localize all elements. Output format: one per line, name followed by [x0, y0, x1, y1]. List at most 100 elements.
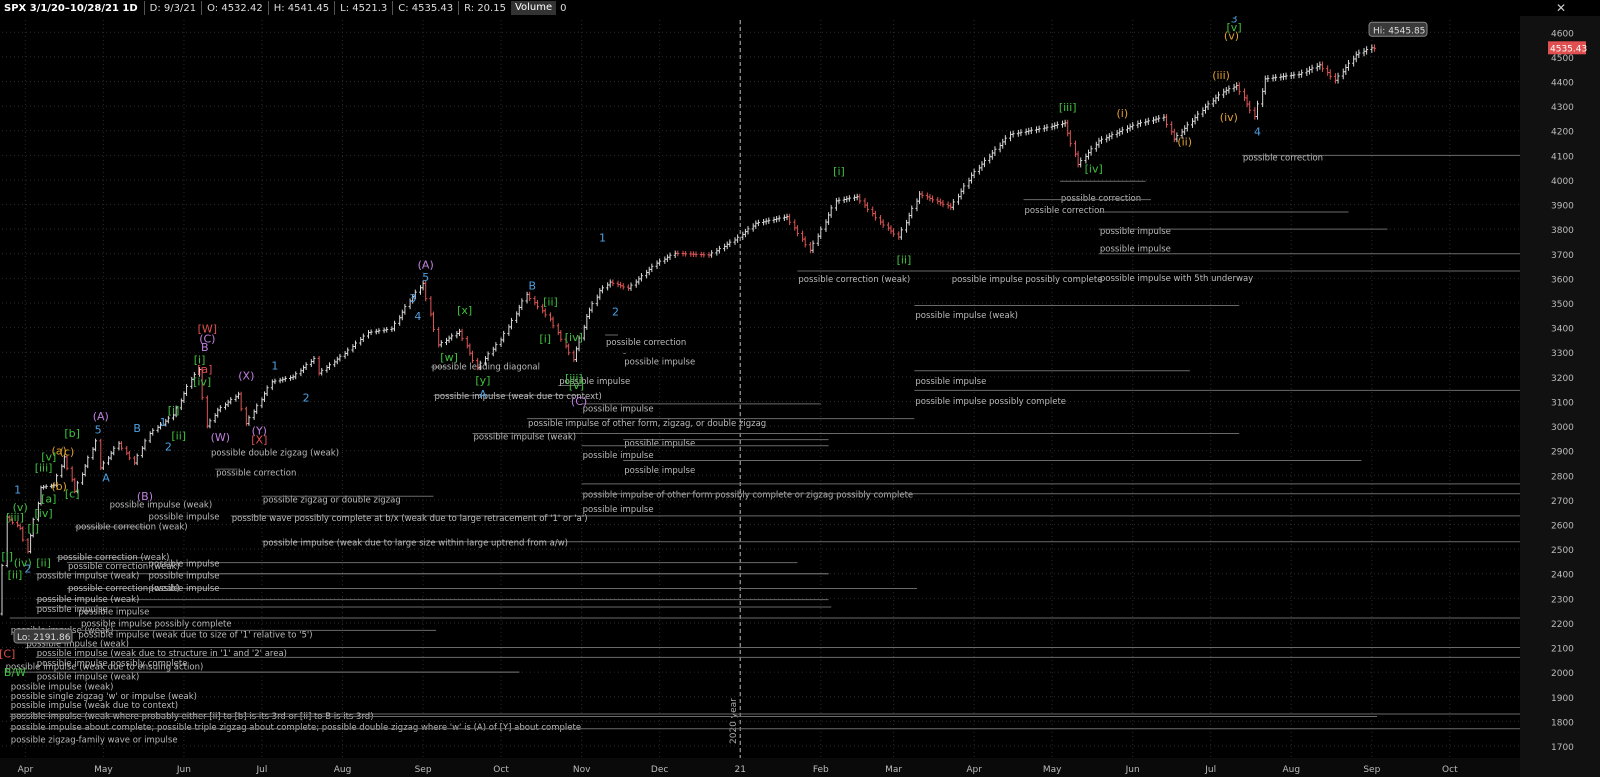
annotation-label: possible double zigzag (weak)	[211, 449, 339, 459]
symbol-label[interactable]: SPX 3/1/20–10/28/21 1D	[4, 2, 138, 14]
annotation-label: possible correction (weak)	[68, 584, 180, 594]
annotation-label: possible impulse possibly complete	[952, 275, 1103, 285]
wave-label: 1	[160, 416, 167, 429]
annotation-label: possible impulse (weak)	[110, 500, 213, 510]
price-chart[interactable]: 1700 1800 1900 2000 2100 2200 2300 2400 2500 2600…	[0, 16, 1600, 777]
annotation-label: possible impulse (weak)	[26, 639, 129, 649]
annotation-label: possible correction	[1061, 194, 1141, 204]
annotation-label: possible impulse with 5th underway	[1100, 274, 1253, 284]
wave-label: (iv)	[14, 556, 32, 569]
volume-label[interactable]: Volume	[510, 1, 557, 15]
volume-value: 0	[560, 2, 567, 14]
annotation-label: possible correction	[1243, 153, 1323, 163]
wave-label: [X]	[251, 433, 267, 446]
annotation-label: possible impulse of other form possibly …	[583, 490, 914, 500]
wave-label: 2	[303, 391, 310, 404]
annotation-label: possible impulse (weak)	[11, 682, 114, 692]
close-icon[interactable]: ✕	[1555, 1, 1566, 15]
annotation-label: possible impulse about complete; possibl…	[11, 723, 581, 733]
wave-label: (b)	[51, 480, 67, 493]
x-tick-label: Sep	[1363, 765, 1380, 775]
annotation-label: possible correction (weak)	[68, 562, 180, 572]
annotation-label: possible correction (weak)	[798, 275, 910, 285]
annotation-label: possible impulse	[78, 607, 149, 617]
header-separator	[458, 1, 460, 15]
annotation-label: possible impulse	[1100, 244, 1171, 254]
x-tick-label: Aug	[1282, 765, 1300, 775]
annotation-label: possible zigzag or double zigzag	[263, 495, 401, 505]
annotation-label: possible wave possibly complete at b/x (…	[232, 514, 588, 524]
y-tick-label: 3900	[1551, 202, 1574, 212]
wave-label: 5	[422, 271, 429, 284]
wave-label: (C)	[199, 332, 215, 345]
header-separator	[267, 1, 269, 15]
annotation-label: possible impulse (weak)	[473, 433, 576, 443]
annotation-label: possible impulse (weak due to large size…	[263, 538, 568, 548]
annotation-label: possible impulse	[583, 404, 654, 414]
y-tick-label: 4000	[1551, 177, 1574, 187]
wave-label: [v]	[1227, 21, 1242, 34]
hi-price-label: Hi: 4545.85	[1368, 21, 1428, 37]
annotation-label: possible correction (weak)	[76, 522, 188, 532]
x-tick-label: Oct	[493, 765, 509, 775]
wave-label: [iv]	[193, 375, 211, 388]
wave-label: B	[201, 341, 209, 354]
wave-label: 2	[165, 441, 172, 454]
wave-label: 4	[414, 310, 421, 323]
high-readout: H: 4541.45	[273, 2, 330, 14]
wave-label: [i]	[27, 522, 39, 535]
wave-label: (B)	[137, 490, 153, 503]
y-tick-label: 3300	[1551, 349, 1574, 359]
lo-price-label: Lo: 2191.86	[13, 628, 73, 644]
annotation-label: possible impulse	[149, 584, 220, 594]
wave-label: [v]	[569, 379, 584, 392]
wave-label: (A)	[93, 410, 109, 423]
lo-label-box	[13, 628, 73, 644]
annotation-label: possible zigzag-family wave or impulse	[11, 735, 178, 745]
annotation-label: possible correction	[606, 338, 686, 348]
range-readout: R: 20.15	[464, 2, 506, 14]
wave-label: [i]	[194, 353, 206, 366]
y-tick-label: 2300	[1551, 595, 1574, 605]
wave-label: [W]	[198, 323, 217, 336]
annotation-label: possible impulse	[624, 439, 695, 449]
annotation-label: possible impulse	[624, 358, 695, 368]
wave-label: [x]	[457, 304, 472, 317]
y-tick-label: 3800	[1551, 226, 1574, 236]
wave-label: [ii]	[171, 430, 186, 443]
annotation-label: possible impulse	[149, 559, 220, 569]
y-tick-label: 1900	[1551, 694, 1574, 704]
y-tick-label: 2800	[1551, 472, 1574, 482]
wave-label: (C)	[571, 395, 587, 408]
annotation-label: possible leading diagonal	[432, 362, 540, 372]
wave-label: (W)	[211, 431, 230, 444]
annotation-label: possible impulse (weak due to ensuing ac…	[6, 663, 204, 673]
annotation-label: possible impulse (weak due to context)	[11, 701, 178, 711]
wave-label: (Y)	[252, 425, 267, 438]
annotation-label: possible impulse	[915, 377, 986, 387]
y-tick-label: 4600	[1551, 29, 1574, 39]
y-tick-label: 2100	[1551, 645, 1574, 655]
date-readout: D: 9/3/21	[149, 2, 197, 14]
annotation-label: possible impulse	[149, 572, 220, 582]
wave-label: 1	[14, 484, 21, 497]
annotation-label: possible impulse (weak)	[37, 595, 140, 605]
wave-label: [c]	[65, 487, 80, 500]
x-tick-label: Apr	[18, 765, 34, 775]
wave-label: [w]	[440, 351, 458, 364]
wave-label: [iv]	[565, 331, 583, 344]
y-tick-label: 4500	[1551, 54, 1574, 64]
x-tick-label: Jun	[1125, 765, 1140, 775]
y-tick-label: 2600	[1551, 522, 1574, 532]
wave-label: (v)	[13, 501, 28, 514]
wave-label: [i]	[833, 165, 845, 178]
wave-label: A	[479, 388, 487, 401]
wave-label: 5	[95, 423, 102, 436]
wave-label: [i]	[539, 332, 551, 345]
y-tick-label: 3500	[1551, 300, 1574, 310]
wave-label: 4	[1254, 126, 1261, 139]
y-tick-label: 4400	[1551, 79, 1574, 89]
wave-label: [C]	[0, 647, 15, 660]
annotation-label: possible correction	[1025, 206, 1105, 216]
y-tick-label: 3200	[1551, 374, 1574, 384]
